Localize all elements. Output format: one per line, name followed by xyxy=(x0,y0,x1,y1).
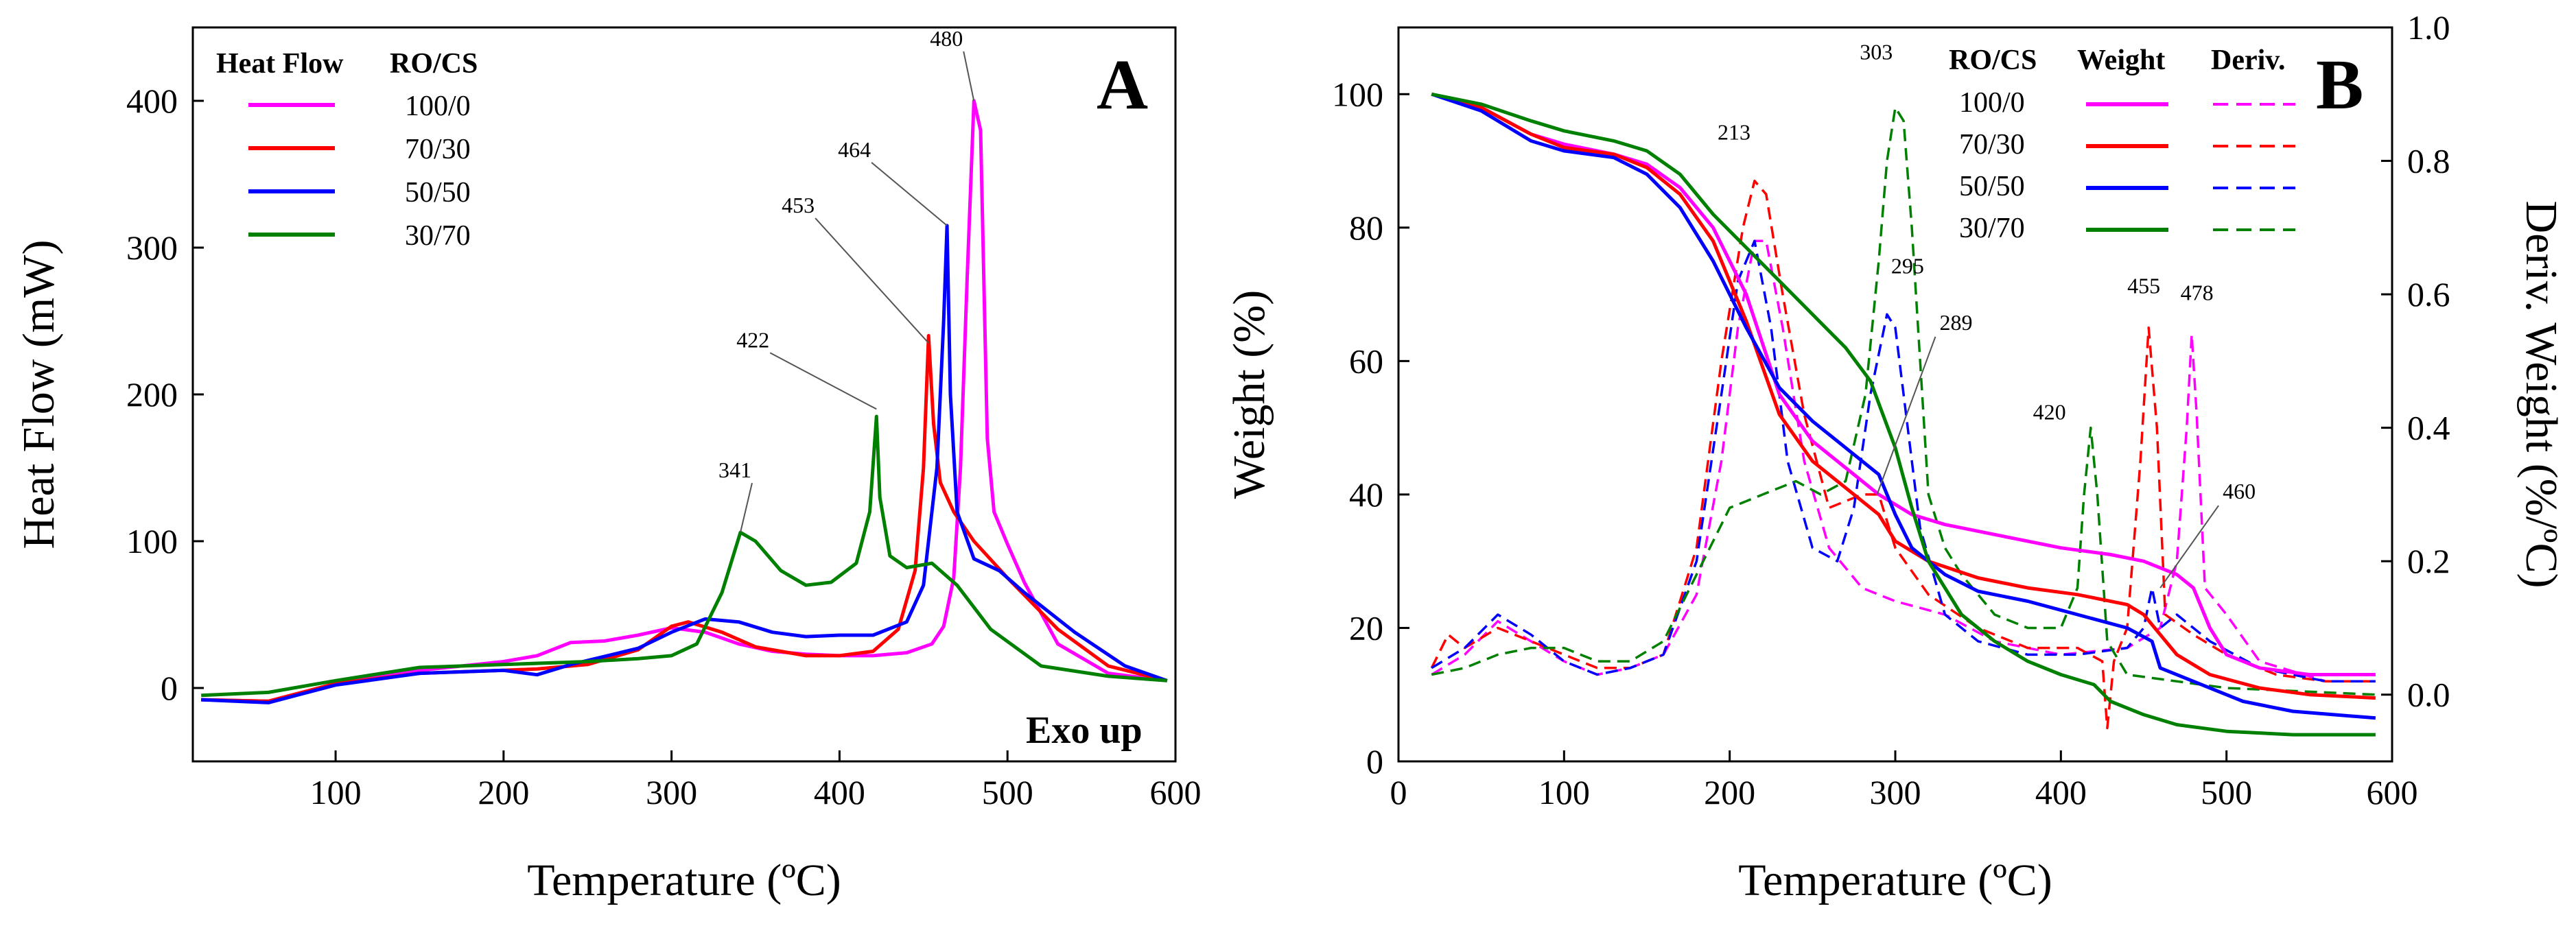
b-annotation-303: 303 xyxy=(1860,40,1893,64)
a-annotation-464: 464 xyxy=(838,137,871,162)
exo-up-note: Exo up xyxy=(1026,709,1143,752)
b-ytick-right-label-0-8: 0.8 xyxy=(2407,142,2450,180)
b-xtick-label-100: 100 xyxy=(1538,773,1590,811)
legend-a-label-100-0: 100/0 xyxy=(405,91,471,122)
a-xtick-label-600: 600 xyxy=(1150,773,1202,811)
a-ytick-label-400: 400 xyxy=(126,82,178,120)
panel-b-letter: B xyxy=(2316,45,2363,124)
legend-b-label-50-50: 50/50 xyxy=(1959,171,2025,202)
a-annotation-leader-480 xyxy=(963,51,975,102)
b-weight-series-100-0 xyxy=(1431,92,2376,676)
b-ytick-right-label-0-0: 0.0 xyxy=(2407,676,2450,714)
b-annotation-213: 213 xyxy=(1718,120,1750,145)
legend-a-label-50-50: 50/50 xyxy=(405,177,471,209)
a-series-50-50 xyxy=(201,224,1168,704)
panel-a-xlabel: Temperature (ºC) xyxy=(527,855,841,905)
a-xtick-label-500: 500 xyxy=(982,773,1033,811)
b-annotation-420: 420 xyxy=(2033,400,2066,425)
b-xtick-label-200: 200 xyxy=(1704,773,1755,811)
b-ytick-left-label-20: 20 xyxy=(1349,608,1383,647)
a-annotation-leader-341 xyxy=(740,482,753,533)
b-annotation-leader-289 xyxy=(1876,336,1936,495)
b-deriv-series-100-0 xyxy=(1431,239,2376,683)
panel-b-annotations: 213 289 295 303 420 455 460 478 xyxy=(1718,40,2256,589)
panel-a-letter: A xyxy=(1097,45,1148,124)
legend-b-label-100-0: 100/0 xyxy=(1959,87,2025,119)
legend-b-label-30-70: 30/70 xyxy=(1959,213,2025,244)
b-annotation-295: 295 xyxy=(1891,253,1924,278)
panel-b: 0 100 200 300 400 500 600 0 20 40 60 80 100 0.0 0.2 0.4… xyxy=(1224,8,2566,905)
panel-a-series xyxy=(201,99,1168,704)
legend-b-header-weight: Weight xyxy=(2077,45,2165,76)
panel-b-deriv-series xyxy=(1430,106,2376,730)
b-ytick-right-label-0-2: 0.2 xyxy=(2407,542,2450,580)
a-annotation-leader-464 xyxy=(871,162,948,226)
a-annotation-leader-453 xyxy=(815,217,929,344)
a-annotation-leader-422 xyxy=(769,352,877,410)
a-ytick-label-0: 0 xyxy=(161,669,178,707)
b-annotation-289: 289 xyxy=(1939,310,1972,335)
b-xtick-label-400: 400 xyxy=(2035,773,2087,811)
b-weight-series-70-30 xyxy=(1431,92,2376,700)
b-weight-series-50-50 xyxy=(1431,92,2376,720)
a-ytick-label-200: 200 xyxy=(126,375,178,414)
panel-a: 100 200 300 400 500 600 0 100 200 300 400 341 422 45… xyxy=(14,26,1202,905)
b-xtick-label-500: 500 xyxy=(2201,773,2252,811)
legend-b-label-70-30: 70/30 xyxy=(1959,129,2025,161)
legend-a-label-30-70: 30/70 xyxy=(405,220,471,252)
b-annotation-460: 460 xyxy=(2223,479,2256,503)
b-annotation-leader-460 xyxy=(2159,505,2219,589)
a-xtick-label-400: 400 xyxy=(814,773,865,811)
b-annotation-478: 478 xyxy=(2181,280,2214,305)
b-deriv-series-30-70 xyxy=(1431,106,2376,696)
a-ytick-label-300: 300 xyxy=(126,228,178,267)
b-deriv-series-70-30 xyxy=(1430,179,2376,730)
panel-a-legend: Heat Flow RO/CS 100/0 70/30 50/50 30/70 xyxy=(216,48,478,252)
a-series-70-30 xyxy=(201,333,1168,703)
a-annotation-480: 480 xyxy=(930,26,963,51)
b-xtick-label-600: 600 xyxy=(2367,773,2418,811)
a-xtick-label-300: 300 xyxy=(646,773,697,811)
a-annotation-453: 453 xyxy=(782,193,815,217)
legend-a-header-heat-flow: Heat Flow xyxy=(216,48,344,80)
a-annotation-422: 422 xyxy=(736,327,769,352)
a-ytick-label-100: 100 xyxy=(126,522,178,560)
legend-b-header-ro-cs: RO/CS xyxy=(1949,45,2037,76)
b-xtick-label-300: 300 xyxy=(1870,773,1921,811)
b-ytick-left-label-80: 80 xyxy=(1349,209,1383,247)
b-ytick-left-label-100: 100 xyxy=(1332,75,1383,113)
panel-a-annotations: 341 422 453 464 480 xyxy=(718,26,975,533)
panel-b-ylabel-right: Deriv. Weight (%/ºC) xyxy=(2516,200,2566,588)
panel-b-ylabel-left: Weight (%) xyxy=(1224,290,1274,499)
a-series-100-0 xyxy=(201,99,1168,703)
b-ytick-left-label-40: 40 xyxy=(1349,475,1383,514)
panel-a-ticks: 100 200 300 400 500 600 0 100 200 300 400 xyxy=(126,82,1202,811)
panel-b-weight-series xyxy=(1431,92,2376,737)
b-xtick-label-0: 0 xyxy=(1390,773,1407,811)
a-series-30-70 xyxy=(201,414,1167,698)
legend-b-header-deriv: Deriv. xyxy=(2211,45,2285,76)
b-annotation-455: 455 xyxy=(2127,274,2160,298)
panel-b-ticks: 0 100 200 300 400 500 600 0 20 40 60 80 100 0.0 0.2 0.4… xyxy=(1332,8,2450,811)
b-ytick-right-label-0-4: 0.4 xyxy=(2407,409,2450,447)
a-xtick-label-100: 100 xyxy=(310,773,362,811)
b-ytick-right-label-1-0: 1.0 xyxy=(2407,8,2450,47)
a-xtick-label-200: 200 xyxy=(478,773,529,811)
legend-a-header-ro-cs: RO/CS xyxy=(390,48,478,80)
b-ytick-left-label-60: 60 xyxy=(1349,342,1383,380)
panel-a-ylabel: Heat Flow (mW) xyxy=(14,240,64,549)
b-ytick-right-label-0-6: 0.6 xyxy=(2407,275,2450,313)
panel-b-legend: RO/CS Weight Deriv. 100/0 70/30 50/50 30… xyxy=(1949,45,2295,244)
b-ytick-left-label-0: 0 xyxy=(1366,742,1383,781)
panel-b-xlabel: Temperature (ºC) xyxy=(1738,855,2052,905)
legend-a-label-70-30: 70/30 xyxy=(405,134,471,165)
b-weight-series-30-70 xyxy=(1431,92,2376,737)
a-annotation-341: 341 xyxy=(718,458,751,482)
b-deriv-series-50-50 xyxy=(1431,239,2376,683)
